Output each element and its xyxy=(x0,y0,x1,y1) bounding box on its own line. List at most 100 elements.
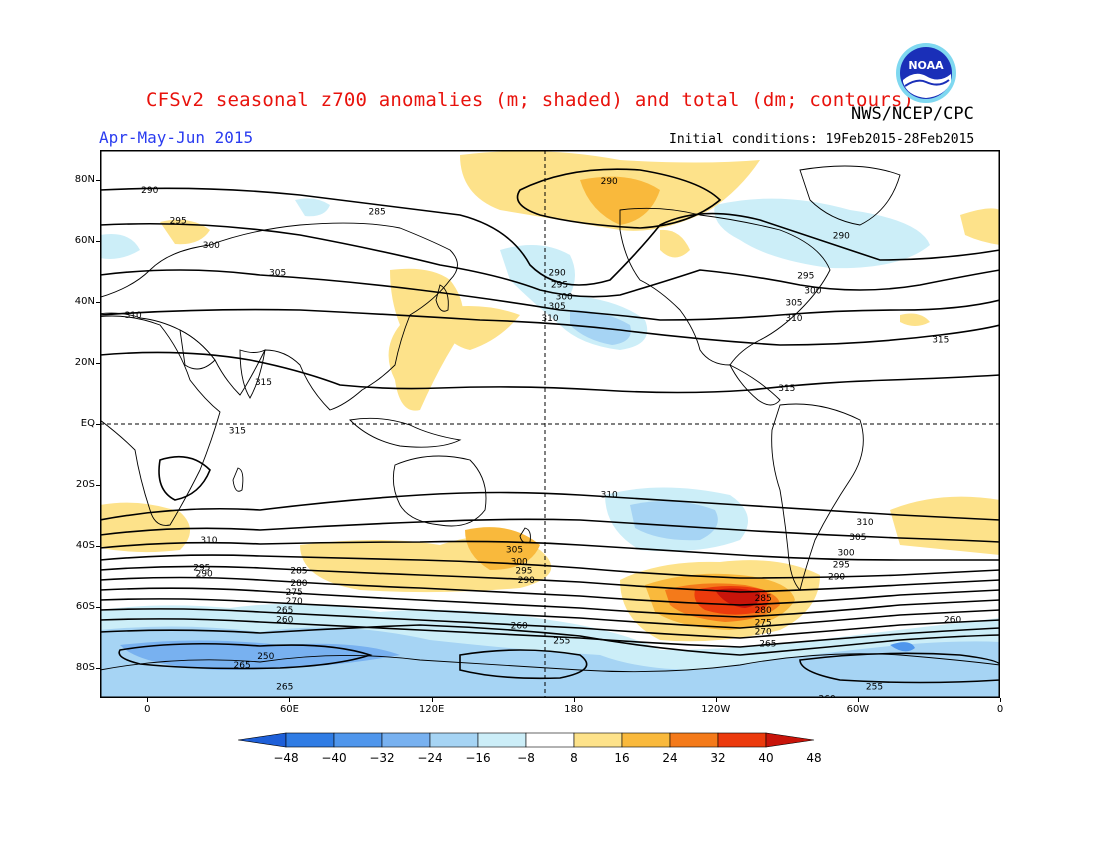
colorbar xyxy=(238,732,815,748)
contour-label: 315 xyxy=(932,335,949,345)
contour-label: 270 xyxy=(755,628,772,638)
coastline-indonesia xyxy=(349,417,462,448)
contour-label: 285 xyxy=(290,567,307,577)
lon-tick-mark xyxy=(573,698,575,702)
lon-tick-mark xyxy=(147,698,149,702)
contour-label: 305 xyxy=(849,533,866,543)
initial-conditions-label: Initial conditions: 19Feb2015-28Feb2015 xyxy=(669,132,975,147)
coastline-arabia xyxy=(179,329,216,370)
colorbar-arrow-low xyxy=(238,732,287,748)
colorbar-arrow-high xyxy=(765,732,815,748)
lon-tick-mark xyxy=(715,698,717,702)
lon-tick-label: 180 xyxy=(564,704,584,715)
contour-290-south xyxy=(100,565,1000,593)
colorbar-cell xyxy=(573,732,623,748)
contour-label: 300 xyxy=(556,293,573,303)
contour-label: 310 xyxy=(125,311,142,321)
contour-label: 315 xyxy=(778,384,795,394)
lon-tick-mark xyxy=(1000,698,1001,702)
lon-tick-label: 0 xyxy=(144,704,151,715)
contour-310-south xyxy=(100,491,1000,521)
coastline-india xyxy=(239,349,266,399)
lon-tick-label: 120W xyxy=(701,704,731,715)
contour-label: 280 xyxy=(290,579,307,589)
contour-255-closed-east xyxy=(799,652,1000,684)
colorbar-label: 48 xyxy=(806,751,822,765)
contour-label: 310 xyxy=(785,314,802,324)
contour-label: 290 xyxy=(833,232,850,242)
contour-label: 300 xyxy=(804,287,821,297)
season-label: Apr-May-Jun 2015 xyxy=(99,128,254,147)
lon-tick-label: 60W xyxy=(846,704,870,715)
lat-tick-label: 80S xyxy=(75,661,95,673)
lat-tick-mark xyxy=(96,180,100,182)
contour-label: 285 xyxy=(755,594,772,604)
lat-tick-label: 60S xyxy=(75,600,95,612)
contour-305-north xyxy=(100,269,1000,321)
positive-anomaly-nz xyxy=(465,527,540,570)
contour-305-south xyxy=(100,518,1000,543)
contour-label: 295 xyxy=(515,567,532,577)
colorbar-label: 24 xyxy=(662,751,678,765)
coastline-north-america xyxy=(619,207,831,366)
height-contours xyxy=(100,168,1000,684)
contour-295-south xyxy=(100,554,1000,579)
negative-anomaly-ross xyxy=(890,642,915,652)
negative-anomaly-europe xyxy=(100,234,140,259)
lat-tick-label: 40N xyxy=(74,296,95,308)
coastline-africa xyxy=(100,315,221,526)
positive-anomaly-europe-ne xyxy=(960,208,1000,245)
contour-label: 250 xyxy=(257,652,274,662)
contour-label: 295 xyxy=(833,561,850,571)
colorbar-label: 40 xyxy=(758,751,774,765)
contour-260-south xyxy=(100,624,1000,656)
contour-label: 275 xyxy=(755,618,772,628)
contour-arctic-closed xyxy=(516,168,722,229)
lat-tick-mark xyxy=(96,484,100,486)
contour-label: 290 xyxy=(518,576,535,586)
colorbar-label: 8 xyxy=(570,751,578,765)
positive-anomaly-south-indian xyxy=(100,502,190,553)
contour-label: 305 xyxy=(549,302,566,312)
colorbar-cell xyxy=(717,732,767,748)
colorbar-label: −16 xyxy=(465,751,491,765)
colorbar-label: −48 xyxy=(273,751,299,765)
contour-label: 265 xyxy=(234,661,251,671)
contour-label: 295 xyxy=(797,271,814,281)
lat-tick-label: 60N xyxy=(74,235,95,247)
contour-label: 255 xyxy=(866,682,883,692)
colorbar-label: −24 xyxy=(417,751,443,765)
lat-tick-label: 20S xyxy=(75,478,95,490)
contour-270-south xyxy=(100,608,1000,639)
coastlines xyxy=(100,165,1000,673)
colorbar-cell xyxy=(285,732,335,748)
coastline-central-america xyxy=(728,363,781,406)
positive-anomaly-greenland xyxy=(660,229,690,258)
contour-label: 310 xyxy=(856,518,873,528)
negative-anomaly-siberia xyxy=(295,198,330,217)
contour-label: 255 xyxy=(553,637,570,647)
contour-label: 275 xyxy=(286,588,303,598)
noaa-logo-icon: NOAA xyxy=(896,43,956,103)
contour-label: 280 xyxy=(755,606,772,616)
lat-tick-mark xyxy=(96,302,100,304)
lat-tick-label: 40S xyxy=(75,539,95,551)
contour-labels: 2902852953003053103153152902902953003053… xyxy=(125,177,962,698)
contour-label: 270 xyxy=(286,597,303,607)
colorbar-cell xyxy=(429,732,479,748)
map-frame xyxy=(100,150,1000,698)
colorbar-cell xyxy=(525,732,575,748)
lat-tick-mark xyxy=(96,241,100,243)
contour-label: 265 xyxy=(276,682,293,692)
colorbar-label: −8 xyxy=(517,751,535,765)
positive-anomaly-asia-west xyxy=(160,219,210,245)
contour-label: 260 xyxy=(511,621,528,631)
contour-label: 260 xyxy=(276,615,293,625)
colorbar-label: 32 xyxy=(710,751,726,765)
contour-255-closed-west xyxy=(118,642,373,670)
contour-label: 295 xyxy=(551,280,568,290)
coastline-japan xyxy=(435,284,449,312)
contour-295-north xyxy=(100,222,1000,298)
lon-tick-mark xyxy=(857,698,859,702)
contour-label: 305 xyxy=(269,268,286,278)
